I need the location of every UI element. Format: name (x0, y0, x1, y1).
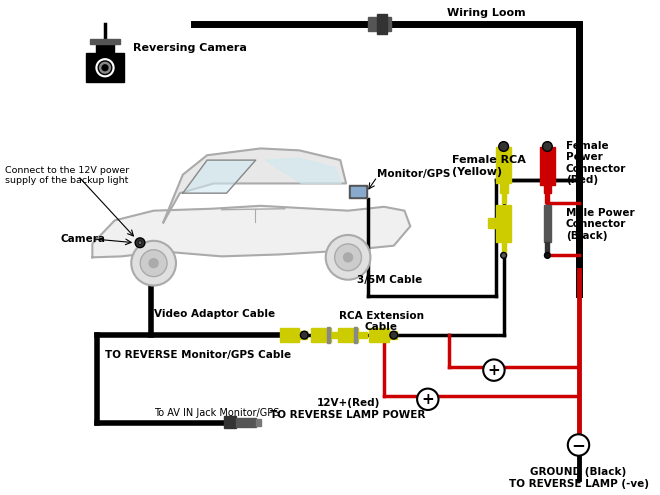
Bar (90, 39, 119, 45)
Text: To AV IN Jack Monitor/GPS: To AV IN Jack Monitor/GPS (154, 408, 279, 418)
Polygon shape (265, 158, 341, 184)
Bar (236, 418, 255, 427)
Circle shape (568, 434, 589, 456)
Bar (300, 331, 308, 339)
Text: Wiring Loom: Wiring Loom (447, 8, 525, 18)
Bar (496, 205, 512, 242)
Bar (354, 327, 357, 343)
Bar (311, 328, 331, 342)
Circle shape (138, 241, 142, 245)
Text: +: + (488, 363, 500, 378)
Circle shape (98, 61, 112, 75)
Circle shape (135, 238, 145, 248)
Text: RCA Extension
Cable: RCA Extension Cable (339, 311, 424, 332)
Circle shape (102, 65, 108, 71)
Circle shape (149, 259, 158, 268)
Circle shape (131, 241, 176, 286)
Bar (329, 332, 339, 338)
Circle shape (94, 57, 116, 78)
Bar (96, 43, 114, 55)
Circle shape (300, 331, 308, 339)
Circle shape (543, 142, 552, 151)
Circle shape (140, 250, 167, 277)
Bar (224, 416, 236, 429)
Bar (280, 328, 300, 342)
Polygon shape (163, 148, 346, 222)
Text: Camera: Camera (60, 234, 106, 244)
Bar (543, 205, 551, 242)
Circle shape (499, 142, 508, 151)
Bar (540, 147, 555, 186)
Text: Video Adaptor Cable: Video Adaptor Cable (154, 309, 275, 319)
Text: Female
Power
Connector
(Red): Female Power Connector (Red) (566, 141, 626, 186)
Bar (488, 218, 496, 228)
Text: GROUND (Black)
TO REVERSE LAMP (-ve): GROUND (Black) TO REVERSE LAMP (-ve) (508, 467, 649, 489)
Text: TO REVERSE Monitor/GPS Cable: TO REVERSE Monitor/GPS Cable (105, 349, 291, 359)
Bar (543, 186, 551, 193)
Circle shape (501, 252, 507, 258)
Text: +: + (422, 392, 434, 407)
Bar (378, 14, 387, 34)
Circle shape (326, 235, 370, 280)
Bar (545, 242, 549, 255)
Circle shape (335, 244, 362, 271)
Circle shape (417, 389, 438, 410)
Bar (351, 187, 364, 196)
Bar (370, 328, 389, 342)
Text: 12V+(Red)
TO REVERSE LAMP POWER: 12V+(Red) TO REVERSE LAMP POWER (271, 398, 426, 420)
Bar (327, 327, 329, 343)
Bar (389, 331, 397, 339)
Bar (357, 332, 366, 338)
Text: Monitor/GPS: Monitor/GPS (378, 169, 451, 179)
Circle shape (544, 252, 550, 258)
Text: Female RCA
(Yellow): Female RCA (Yellow) (452, 155, 526, 177)
Bar (349, 186, 366, 198)
Polygon shape (92, 206, 411, 257)
Circle shape (390, 331, 398, 339)
Bar (545, 193, 549, 203)
Bar (86, 53, 125, 82)
Bar (500, 184, 508, 193)
Circle shape (344, 253, 352, 262)
Bar (502, 242, 506, 255)
Text: Reversing Camera: Reversing Camera (133, 43, 247, 53)
Circle shape (483, 359, 505, 381)
Bar (339, 328, 358, 342)
Bar (368, 17, 391, 31)
Text: 3/5M Cable: 3/5M Cable (357, 275, 422, 285)
Text: Connect to the 12V power
supply of the backup light: Connect to the 12V power supply of the b… (5, 166, 129, 185)
Bar (502, 193, 506, 203)
Text: Male Power
Connector
(Black): Male Power Connector (Black) (566, 208, 634, 241)
Bar (255, 419, 261, 426)
Polygon shape (183, 160, 255, 193)
Text: −: − (572, 436, 585, 454)
Bar (496, 147, 512, 184)
